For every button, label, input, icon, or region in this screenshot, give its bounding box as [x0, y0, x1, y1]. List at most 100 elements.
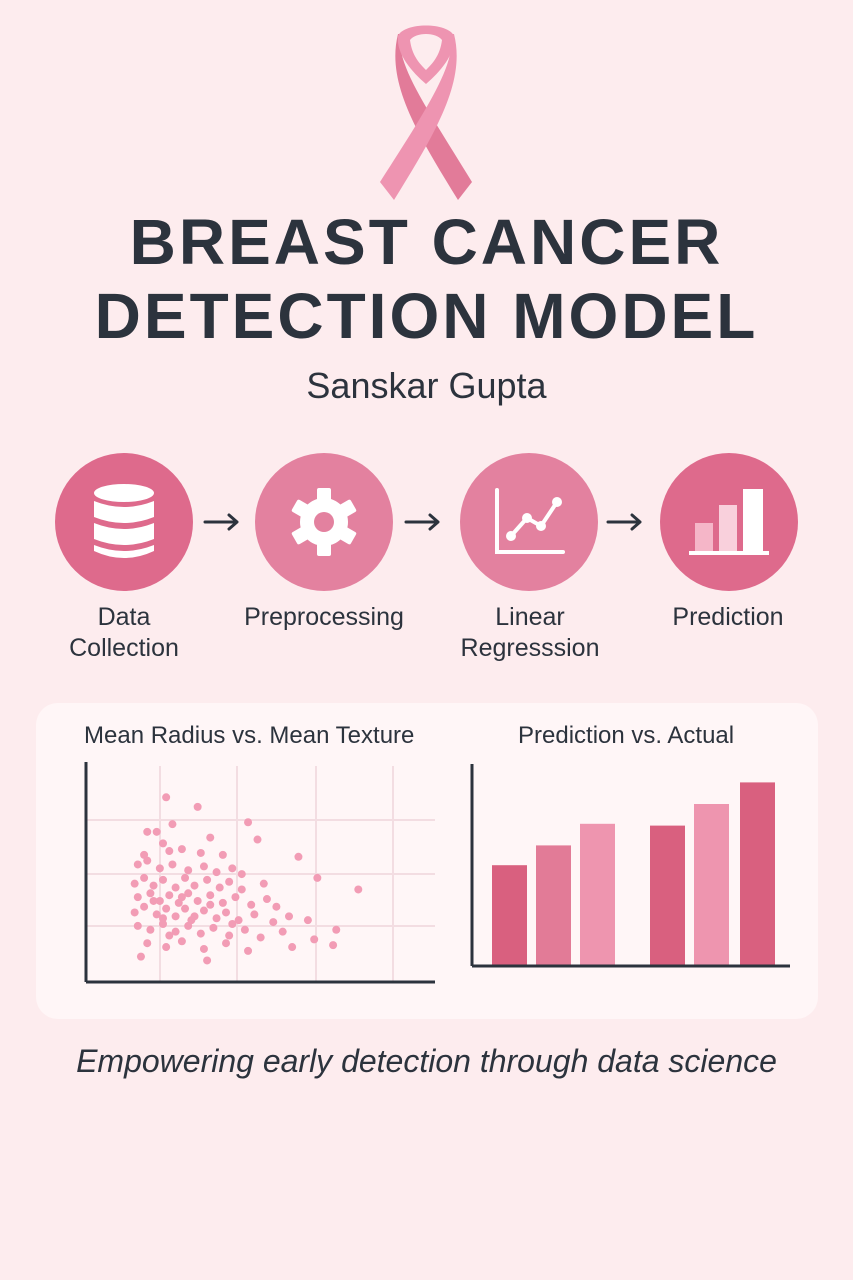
step-label-prediction: Prediction: [672, 603, 784, 631]
scatter-point: [225, 877, 234, 886]
arrow-right-icon: [606, 513, 642, 531]
awareness-ribbon-icon: [380, 25, 472, 200]
scatter-chart-title: Mean Radius vs. Mean Texture: [84, 722, 415, 749]
scatter-point: [332, 925, 341, 934]
line-chart-icon: [495, 488, 565, 554]
scatter-point: [244, 818, 253, 827]
scatter-point: [313, 873, 322, 882]
bar-chart-title: Prediction vs. Actual: [518, 722, 735, 749]
scatter-point: [193, 802, 202, 811]
step-label-data-collection: Data Collection: [69, 603, 179, 662]
step-linear-regression: [460, 453, 598, 591]
title-line-1: BREAST CANCER: [129, 206, 724, 278]
scatter-point: [162, 793, 171, 802]
scatter-point: [155, 896, 164, 905]
scatter-point: [165, 847, 174, 856]
scatter-point: [143, 856, 152, 865]
scatter-point: [218, 898, 227, 907]
scatter-point: [247, 900, 256, 909]
scatter-point: [196, 848, 205, 857]
scatter-point: [240, 925, 249, 934]
step-preprocessing: [255, 453, 393, 591]
scatter-point: [165, 931, 174, 940]
scatter-point: [222, 939, 230, 948]
step-label-preprocessing: Preprocessing: [244, 603, 404, 631]
scatter-point: [181, 904, 190, 913]
scatter-point: [165, 891, 174, 900]
scatter-point: [244, 946, 253, 955]
scatter-point: [133, 860, 142, 869]
scatter-point: [177, 937, 186, 946]
gear-icon: [291, 488, 357, 556]
bar-chart: [470, 764, 790, 968]
scatter-point: [228, 864, 237, 873]
scatter-point: [143, 827, 152, 836]
scatter-point: [209, 923, 218, 932]
scatter-point: [237, 885, 246, 894]
database-icon: [94, 484, 154, 558]
scatter-point: [152, 910, 161, 919]
scatter-point: [177, 845, 186, 854]
arrow-right-icon: [404, 513, 440, 531]
scatter-point: [159, 920, 167, 928]
scatter-point: [310, 935, 319, 944]
page-title: BREAST CANCER DETECTION MODEL: [0, 205, 853, 353]
tagline: Empowering early detection through data …: [76, 1043, 777, 1079]
scatter-point: [256, 933, 265, 942]
scatter-point: [146, 925, 155, 934]
arrow-right-icon: [203, 513, 239, 531]
scatter-point: [146, 889, 155, 898]
scatter-point: [171, 927, 180, 936]
scatter-point: [159, 914, 167, 923]
step-data-collection: [55, 453, 193, 591]
scatter-point: [133, 893, 142, 902]
scatter-point: [143, 939, 152, 948]
scatter-point: [190, 881, 199, 890]
scatter-point: [212, 868, 221, 877]
title-line-2: DETECTION MODEL: [94, 280, 759, 352]
scatter-point: [130, 908, 139, 917]
step-prediction: [660, 453, 798, 591]
scatter-point: [184, 866, 193, 875]
scatter-point: [168, 860, 177, 869]
scatter-point: [253, 835, 262, 844]
bar: [694, 804, 729, 966]
scatter-point: [259, 879, 268, 888]
scatter-point: [218, 850, 227, 859]
scatter-point: [206, 900, 215, 909]
scatter-point: [152, 827, 161, 836]
bar-chart-icon: [689, 489, 769, 555]
scatter-point: [278, 927, 287, 936]
scatter-point: [269, 918, 278, 927]
scatter-point: [159, 875, 167, 884]
scatter-point: [140, 873, 149, 882]
scatter-point: [215, 883, 224, 892]
bar: [580, 823, 615, 966]
scatter-point: [288, 943, 297, 952]
scatter-point: [162, 943, 171, 952]
scatter-point: [184, 889, 193, 898]
scatter-point: [234, 916, 243, 925]
bar: [740, 782, 775, 966]
scatter-point: [206, 833, 215, 842]
scatter-point: [329, 941, 338, 950]
scatter-point: [272, 902, 281, 911]
scatter-point: [155, 864, 164, 873]
scatter-point: [212, 914, 221, 923]
scatter-point: [354, 885, 363, 894]
scatter-point: [193, 896, 202, 905]
scatter-point: [199, 862, 208, 871]
scatter-point: [237, 870, 246, 879]
scatter-point: [168, 820, 177, 829]
author-name: Sanskar Gupta: [306, 365, 547, 406]
scatter-point: [231, 893, 240, 902]
scatter-point: [303, 916, 312, 925]
scatter-point: [171, 912, 180, 921]
scatter-chart: [84, 762, 435, 984]
scatter-point: [136, 952, 145, 961]
step-label-linear-regression: Linear Regresssion: [460, 603, 600, 662]
scatter-point: [199, 944, 208, 953]
scatter-point: [181, 873, 190, 882]
scatter-point: [199, 906, 208, 915]
scatter-point: [262, 895, 271, 904]
